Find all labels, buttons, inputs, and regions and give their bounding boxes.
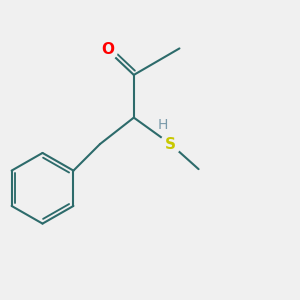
Text: S: S [165,136,176,152]
Circle shape [156,118,171,132]
Text: H: H [158,118,168,132]
Circle shape [160,134,181,154]
Text: O: O [101,42,114,57]
Circle shape [97,40,118,60]
